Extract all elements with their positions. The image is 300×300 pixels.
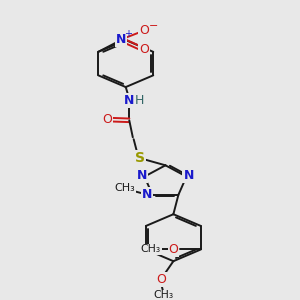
Text: O: O (139, 24, 149, 37)
Text: CH₃: CH₃ (140, 244, 161, 254)
Text: N: N (137, 169, 147, 182)
Text: N: N (142, 188, 152, 201)
Text: O: O (169, 243, 178, 256)
Text: O: O (156, 273, 166, 286)
Text: H: H (135, 94, 144, 107)
Text: O: O (139, 44, 149, 56)
Text: CH₃: CH₃ (153, 290, 173, 300)
Text: N: N (183, 169, 194, 182)
Text: N: N (116, 33, 126, 46)
Text: S: S (135, 151, 145, 165)
Text: +: + (124, 29, 132, 39)
Text: −: − (149, 21, 158, 31)
Text: O: O (102, 113, 112, 126)
Text: CH₃: CH₃ (115, 183, 136, 193)
Text: N: N (124, 94, 134, 107)
